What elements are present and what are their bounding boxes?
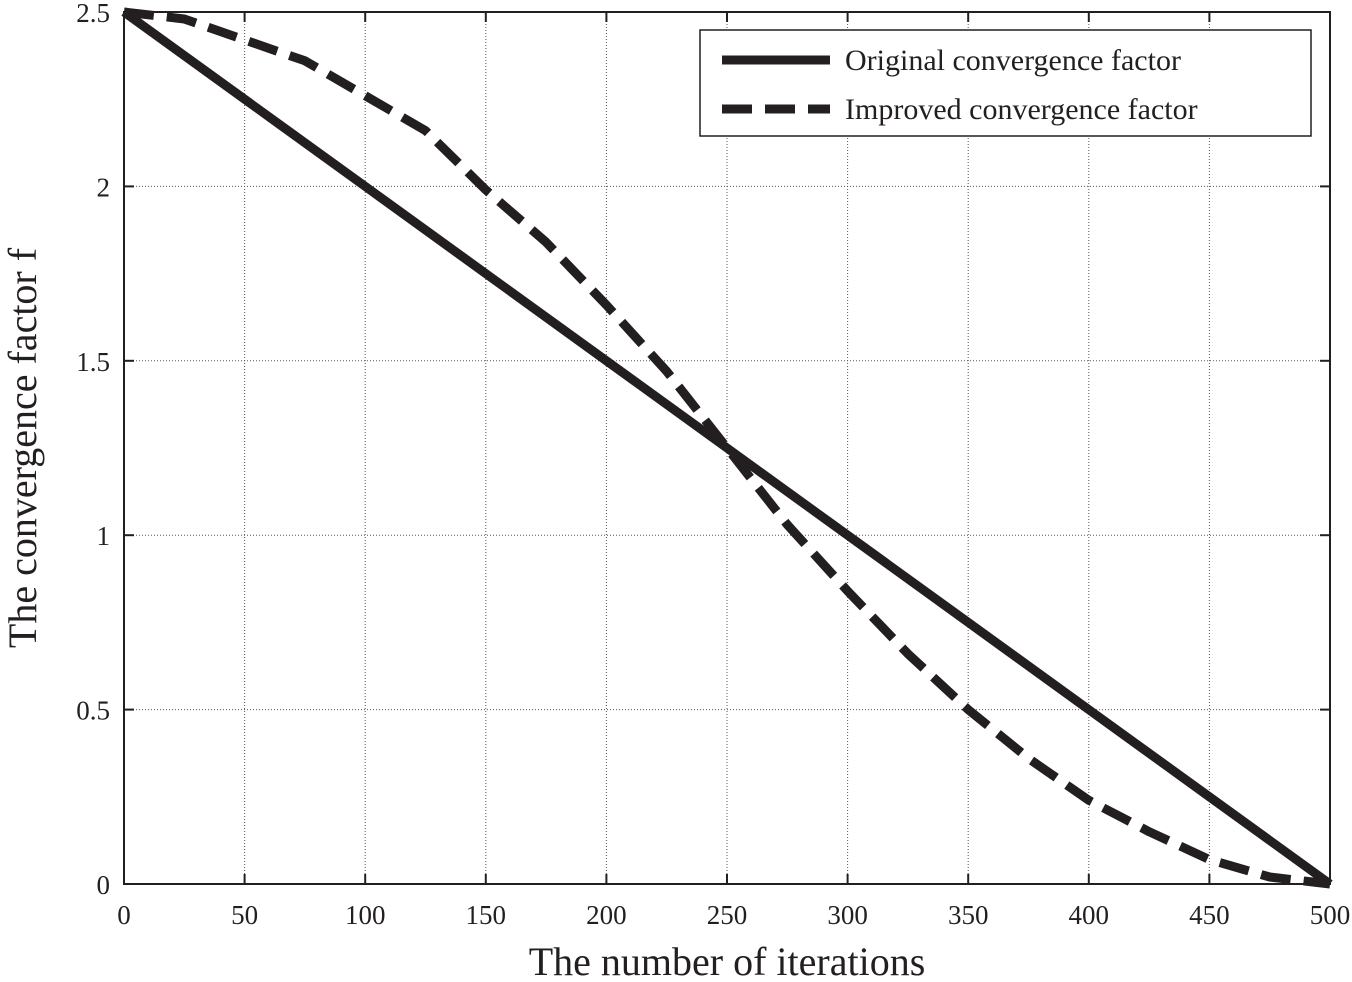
legend: Original convergence factor Improved conv…: [699, 29, 1312, 137]
x-tick-label: 150: [466, 900, 507, 930]
y-tick-label: 0.5: [76, 696, 110, 726]
y-tick-label: 2.5: [76, 0, 110, 28]
y-tick-label: 2: [97, 172, 111, 202]
legend-label: Improved convergence factor: [845, 93, 1198, 126]
x-tick-label: 0: [117, 900, 131, 930]
y-tick-label: 0: [97, 870, 111, 900]
original-series-line: [121, 8, 1333, 888]
x-tick-label: 350: [948, 900, 989, 930]
y-tick-labels: 0 0.5 1 1.5 2 2.5: [76, 0, 110, 900]
y-tick-label: 1.5: [76, 347, 110, 377]
legend-box: [699, 29, 1312, 137]
x-tick-label: 50: [231, 900, 258, 930]
x-tick-label: 200: [586, 900, 627, 930]
y-axis-label: The convergence factor f: [0, 247, 45, 648]
grid: [124, 12, 1330, 884]
x-tick-label: 250: [707, 900, 748, 930]
x-tick-label: 300: [827, 900, 868, 930]
x-tick-label: 450: [1189, 900, 1230, 930]
x-tick-labels: 0 50 100 150 200 250 300 350 400 450 500: [117, 900, 1350, 930]
x-tick-label: 100: [345, 900, 386, 930]
series-lines: [121, 7, 1333, 889]
x-tick-label: 400: [1069, 900, 1110, 930]
improved-series-line: [123, 7, 1331, 889]
x-tick-label: 500: [1310, 900, 1351, 930]
legend-label: Original convergence factor: [845, 44, 1181, 77]
y-tick-label: 1: [97, 521, 111, 551]
axis-ticks: [123, 11, 1331, 885]
x-axis-label: The number of iterations: [529, 939, 926, 982]
